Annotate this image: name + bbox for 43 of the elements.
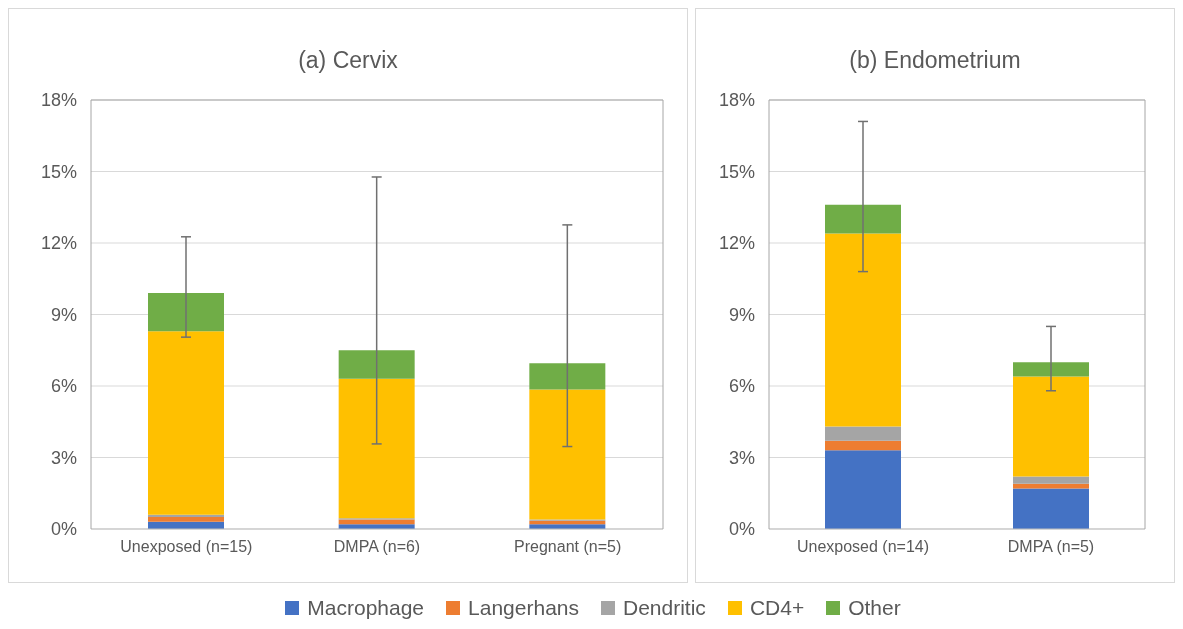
y-tick-label: 15% — [718, 161, 755, 182]
bar — [338, 519, 415, 525]
legend-label: Langerhans — [468, 596, 579, 620]
bar — [148, 331, 224, 515]
y-tick-label: 15% — [40, 161, 77, 182]
bar — [825, 204, 901, 234]
y-tick-label: 9% — [50, 304, 77, 325]
bar — [148, 517, 224, 522]
bar — [825, 233, 901, 427]
x-tick-label: DMPA (n=6) — [333, 538, 421, 556]
y-tick-label: 12% — [40, 233, 77, 254]
legend-label: Other — [848, 596, 901, 620]
bar — [148, 293, 224, 332]
bar — [1013, 476, 1089, 484]
bar — [1013, 488, 1089, 529]
y-tick-label: 6% — [728, 376, 755, 397]
bar — [825, 440, 901, 451]
x-tick-label: Unexposed (n=14) — [796, 538, 930, 556]
y-tick-label: 6% — [50, 376, 77, 397]
y-tick-label: 12% — [718, 233, 755, 254]
chart-title: (a) Cervix — [297, 47, 399, 74]
bar — [529, 363, 606, 390]
y-tick-label: 18% — [40, 90, 77, 111]
legend-label: Macrophage — [307, 596, 425, 620]
legend-label: CD4+ — [749, 596, 805, 620]
bar — [1013, 376, 1089, 477]
bar — [825, 426, 901, 441]
bar — [529, 389, 606, 520]
x-tick-label: Unexposed (n=15) — [120, 538, 253, 556]
y-tick-label: 18% — [718, 90, 755, 111]
y-tick-label: 0% — [50, 519, 77, 540]
legend-label: Dendritic — [623, 596, 706, 620]
bar — [338, 350, 415, 379]
x-tick-label: DMPA (n=5) — [1007, 538, 1095, 556]
bar — [1013, 362, 1089, 377]
y-tick-label: 3% — [50, 447, 77, 468]
chart-title: (b) Endometrium — [848, 47, 1022, 74]
y-tick-label: 3% — [728, 447, 755, 468]
bar — [825, 450, 901, 529]
y-tick-label: 9% — [728, 304, 755, 325]
bar — [338, 378, 415, 519]
x-tick-label: Pregnant (n=5) — [514, 538, 622, 556]
y-tick-label: 0% — [728, 519, 755, 540]
